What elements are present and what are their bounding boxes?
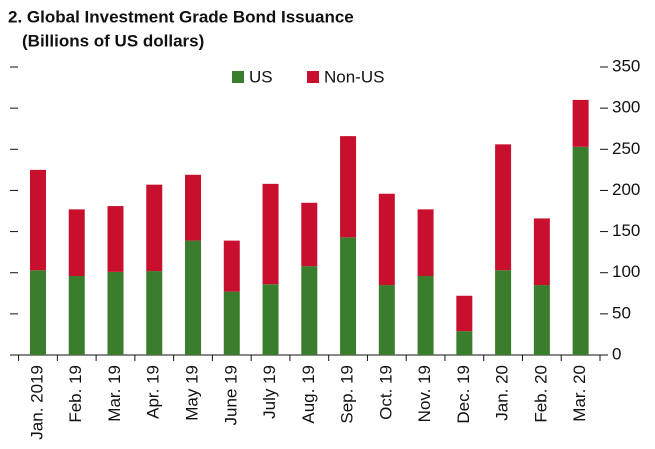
y-tick-label: 300 [612, 98, 640, 117]
bar-segment [572, 146, 589, 355]
x-tick-label: Feb. 20 [531, 365, 550, 423]
y-tick-label: 0 [612, 344, 621, 363]
legend-label: US [249, 67, 273, 86]
bar-segment [146, 184, 163, 272]
x-tick-label: Mar. 20 [570, 365, 589, 422]
bar-segment [68, 209, 85, 277]
x-tick-label: July 19 [260, 365, 279, 419]
bar-segment [146, 271, 163, 355]
bar-segment [107, 271, 124, 355]
x-tick-label: Jan. 2019 [27, 365, 46, 440]
bar-segment [223, 240, 240, 292]
legend-swatch [307, 71, 319, 83]
legend-swatch [232, 71, 244, 83]
bar-segment [378, 285, 395, 355]
bar-segment [340, 237, 357, 355]
bar-segment [107, 206, 124, 272]
y-tick-label: 100 [612, 262, 640, 281]
legend-label: Non-US [324, 67, 384, 86]
bar-segment [378, 193, 395, 286]
bar-segment [417, 276, 434, 355]
x-tick-label: Sep. 19 [338, 365, 357, 424]
bar-segment [456, 295, 473, 332]
x-tick-label: Feb. 19 [66, 365, 85, 423]
bar-segment [301, 202, 318, 267]
chart-subtitle: (Billions of US dollars) [22, 31, 204, 50]
x-tick-label: Mar. 19 [105, 365, 124, 422]
x-tick-label: Dec. 19 [454, 365, 473, 424]
bar-segment [456, 331, 473, 355]
x-tick-label: Aug. 19 [299, 365, 318, 424]
bar-segment [340, 136, 357, 238]
y-tick-label: 250 [612, 139, 640, 158]
bar-segment [185, 174, 202, 241]
bar-segment [572, 99, 589, 147]
bar-segment [68, 276, 85, 355]
y-tick-label: 200 [612, 180, 640, 199]
x-tick-label: Oct. 19 [376, 365, 395, 420]
bar-segment [223, 291, 240, 355]
x-tick-label: Apr. 19 [144, 365, 163, 419]
bar-segment [533, 218, 550, 286]
bar-segment [533, 285, 550, 355]
bar-segment [185, 240, 202, 355]
bar-segment [262, 183, 279, 285]
x-tick-label: Nov. 19 [415, 365, 434, 422]
bar-segment [29, 169, 46, 271]
x-tick-label: May 19 [183, 365, 202, 421]
x-tick-label: Jan. 20 [493, 365, 512, 421]
bar-segment [495, 144, 512, 271]
bar-segment [301, 266, 318, 355]
bar-segment [262, 284, 279, 355]
bar-segment [495, 270, 512, 355]
bar-segment [417, 209, 434, 277]
y-tick-label: 150 [612, 221, 640, 240]
y-tick-label: 50 [612, 303, 631, 322]
x-tick-label: June 19 [221, 365, 240, 426]
chart-title: 2. Global Investment Grade Bond Issuance [8, 7, 354, 26]
y-tick-label: 350 [612, 56, 640, 75]
bar-segment [29, 270, 46, 355]
